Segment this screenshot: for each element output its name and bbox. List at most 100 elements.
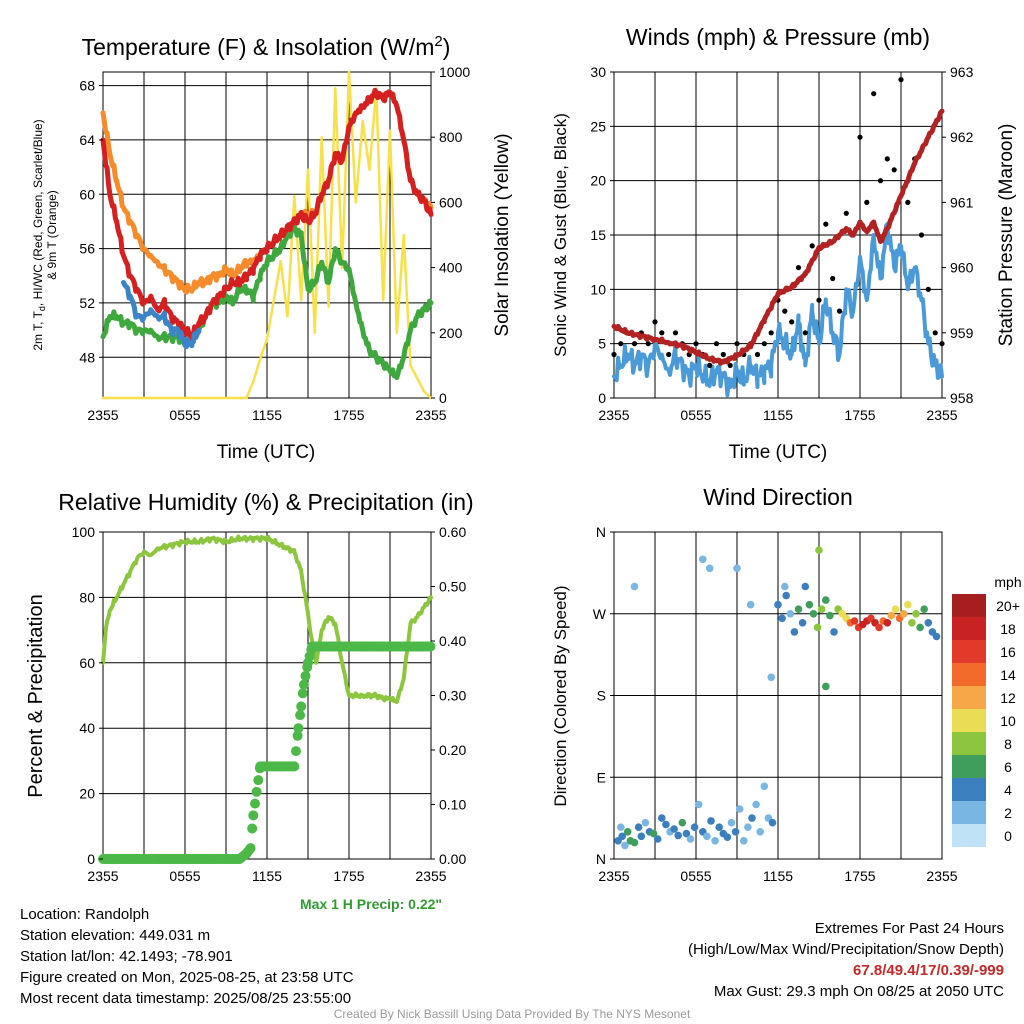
- extremes-title: Extremes For Past 24 Hours: [814, 920, 1004, 937]
- direction-point: [621, 841, 629, 850]
- precip-point: [245, 843, 256, 854]
- direction-point: [830, 628, 838, 636]
- direction-point: [924, 619, 933, 627]
- legend-label: 14: [1000, 667, 1016, 683]
- legend-swatch: [952, 617, 986, 640]
- direction-point: [801, 582, 810, 591]
- ytick-label: 80: [79, 589, 95, 605]
- extremes-values: 67.8/49.4/17/0.39/-999: [853, 962, 1004, 979]
- winds-lines: [611, 77, 945, 398]
- legend-label: 2: [1004, 805, 1012, 821]
- ytick-label: 25: [590, 118, 606, 134]
- ytick-label: 64: [79, 132, 95, 148]
- direction-point: [674, 831, 682, 840]
- direction-point: [912, 610, 920, 618]
- gust-point: [939, 341, 945, 347]
- legend-swatch: [952, 732, 986, 755]
- direction-point: [778, 614, 786, 623]
- direction-point: [740, 837, 748, 845]
- speed-legend: 20+ 18 16 14 12 10 8 6 4 2 0: [952, 594, 1020, 847]
- precip-point: [289, 761, 300, 772]
- direction-point: [916, 623, 924, 632]
- extremes-subtitle: (High/Low/Max Wind/Precipitation/Snow De…: [688, 941, 1004, 958]
- station-info: Location: Randolph Station elevation: 44…: [20, 904, 354, 1009]
- ytick-label: 52: [79, 295, 95, 311]
- direction-point: [760, 782, 769, 791]
- y2tick-label: 600: [439, 194, 463, 210]
- xtick-label: 1155: [763, 407, 793, 423]
- gust-point: [645, 341, 651, 347]
- winds-title: Winds (mph) & Pressure (mb): [626, 24, 930, 50]
- y2tick-label: 960: [950, 260, 974, 276]
- xtick-label: 1155: [763, 868, 793, 884]
- xtick-label: 1155: [252, 868, 282, 884]
- direction-point: [774, 600, 782, 609]
- ytick-label: 100: [72, 524, 96, 540]
- direction-point: [899, 610, 908, 618]
- precip-point: [295, 710, 306, 721]
- y2tick-label: 962: [950, 129, 974, 145]
- humidity-panel: Relative Humidity (%) & Precipitation (i…: [25, 489, 474, 884]
- humidity-x-ticks: 2355 0555 1155 1755 2355: [87, 868, 446, 884]
- winds-y2-ticks: 958 959 960 961 962 963: [942, 64, 974, 406]
- gust-point: [843, 210, 849, 216]
- gust-point: [871, 91, 877, 97]
- gust-point: [836, 308, 843, 314]
- legend-label: 8: [1004, 736, 1012, 752]
- series-rh: [101, 534, 433, 704]
- precip-point: [253, 775, 264, 786]
- gust-point: [754, 351, 761, 358]
- legend-swatch: [952, 686, 986, 709]
- xtick-label: 1755: [333, 868, 364, 884]
- direction-point: [735, 805, 744, 813]
- direction-point: [694, 800, 703, 809]
- gust-point: [891, 167, 897, 173]
- credit-text: Created By Nick Bassill Using Data Provi…: [333, 1007, 691, 1021]
- xtick-label: 2355: [598, 407, 629, 423]
- xtick-label: 0555: [680, 868, 711, 884]
- legend-swatch: [952, 801, 986, 824]
- created-text: Figure created on Mon, 2025-08-25, at 23…: [20, 969, 354, 986]
- direction-point: [782, 591, 790, 600]
- direction-point: [707, 817, 715, 825]
- legend-label: 18: [1000, 621, 1016, 637]
- max-gust-text: Max Gust: 29.3 mph On 08/25 at 2050 UTC: [713, 983, 1004, 1000]
- xtick-label: 0555: [680, 407, 711, 423]
- y2tick-label: 0: [439, 390, 447, 406]
- direction-point: [746, 600, 755, 609]
- y2tick-label: 200: [439, 325, 463, 341]
- gust-point: [652, 319, 658, 325]
- direction-point: [682, 829, 691, 838]
- precip-point: [300, 670, 311, 681]
- direction-point: [641, 818, 650, 827]
- ytick-label: 30: [590, 64, 606, 80]
- gust-point: [864, 199, 870, 205]
- humidity-y-ticks: 0 20 40 60 80 100: [72, 524, 103, 867]
- winds-x-label: Time (UTC): [729, 442, 828, 463]
- y2tick-label: 961: [950, 194, 974, 210]
- gust-point: [809, 243, 815, 249]
- direction-point: [850, 617, 859, 625]
- direction-point: [904, 600, 912, 609]
- direction-point: [711, 837, 719, 845]
- direction-point: [658, 814, 666, 822]
- gust-point: [789, 319, 795, 325]
- direction-point: [768, 818, 777, 827]
- direction-point: [653, 835, 662, 843]
- winds-grid: [613, 71, 943, 399]
- direction-point: [723, 833, 732, 841]
- gust-point: [713, 341, 720, 347]
- direction-point: [756, 828, 764, 836]
- legend-swatch: [952, 594, 986, 617]
- direction-point: [699, 555, 707, 564]
- direction-point: [715, 823, 723, 831]
- ytick-label: 68: [79, 78, 95, 94]
- gust-point: [761, 341, 767, 347]
- humidity-y-label: Percent & Precipitation: [25, 594, 47, 797]
- legend-label: 16: [1000, 644, 1016, 660]
- gust-point: [816, 297, 822, 303]
- gust-point: [611, 351, 617, 358]
- direction-point: [752, 800, 760, 809]
